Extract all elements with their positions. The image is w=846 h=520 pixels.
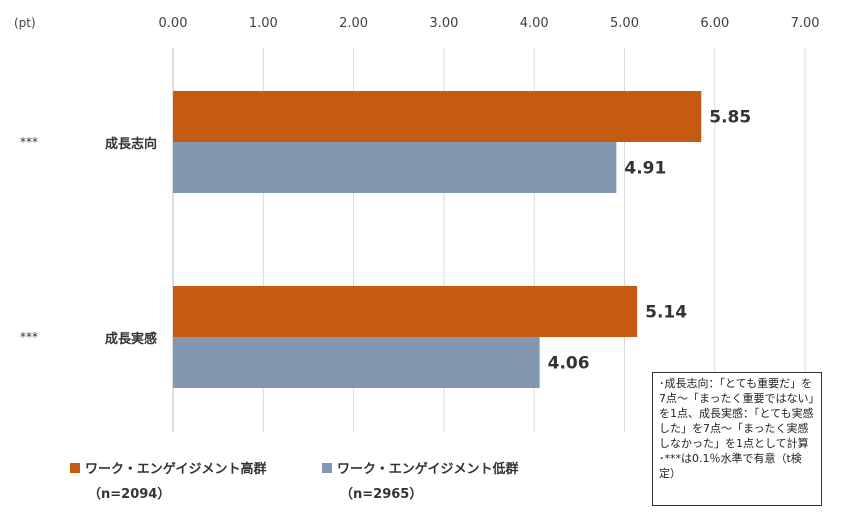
- legend-n-low: （n=2965）: [340, 487, 423, 502]
- bar-1-0: [173, 286, 638, 337]
- legend-n-high: （n=2094）: [88, 487, 171, 502]
- x-tick-label-2: 2.00: [339, 16, 368, 31]
- data-label-1-0: 5.14: [645, 303, 687, 323]
- bar-0-1: [173, 142, 617, 193]
- x-axis-ticks: 0.00 1.00 2.00 3.00 4.00 5.00 6.00 7.00: [159, 16, 820, 31]
- significance-label-1: ***: [20, 330, 38, 344]
- legend-item-high: ワーク・エンゲイジメント高群 （n=2094）: [70, 458, 266, 502]
- legend-swatch-high: [70, 462, 80, 473]
- note-box: ･成長志向：「とても重要だ」を7点～「まったく重要ではない」を1点、成長実感：「…: [652, 372, 822, 506]
- x-tick-label-3: 3.00: [429, 16, 458, 31]
- x-tick-label-6: 6.00: [700, 16, 729, 31]
- x-tick-label-1: 1.00: [249, 16, 278, 31]
- bar-0-0: [173, 91, 702, 142]
- bars: 5.85 4.91 5.14 4.06: [173, 91, 751, 388]
- significance-label-0: ***: [20, 135, 38, 149]
- legend-label-low: ワーク・エンゲイジメント低群: [337, 462, 519, 477]
- x-tick-label-7: 7.00: [791, 16, 820, 31]
- note-line-2: ･***は0.1％水準で有意（t検定）: [659, 452, 802, 480]
- data-label-0-0: 5.85: [709, 108, 751, 128]
- note-line-1: ･成長志向：「とても重要だ」を7点～「まったく重要ではない」を1点、成長実感：「…: [659, 377, 815, 450]
- legend-swatch-low: [322, 462, 332, 473]
- category-label-1: 成長実感: [105, 331, 157, 347]
- legend-label-high: ワーク・エンゲイジメント高群: [85, 462, 267, 477]
- x-tick-label-4: 4.00: [520, 16, 549, 31]
- x-tick-label-5: 5.00: [610, 16, 639, 31]
- data-label-0-1: 4.91: [624, 159, 666, 179]
- unit-label: (pt): [14, 16, 36, 30]
- legend-item-low: ワーク・エンゲイジメント低群 （n=2965）: [322, 458, 518, 502]
- x-tick-label-0: 0.00: [159, 16, 188, 31]
- data-label-1-1: 4.06: [548, 354, 590, 374]
- category-label-0: 成長志向: [105, 136, 157, 152]
- bar-1-1: [173, 337, 540, 388]
- category-labels: 成長志向 *** 成長実感 ***: [20, 135, 157, 347]
